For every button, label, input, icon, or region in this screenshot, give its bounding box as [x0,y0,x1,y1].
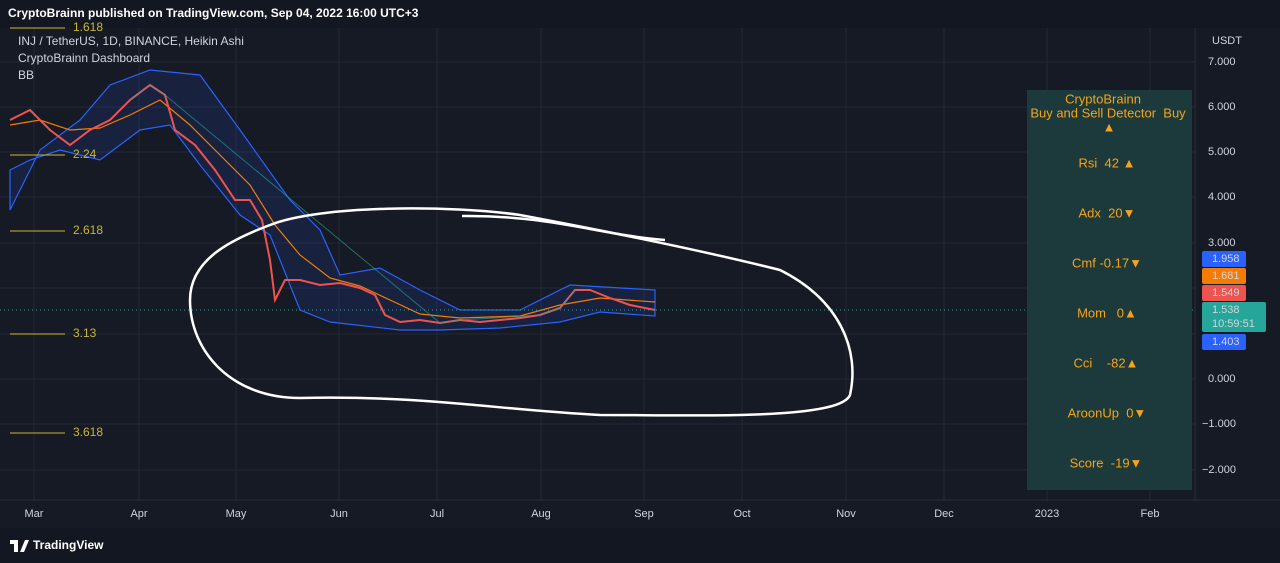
legend-symbol: INJ / TetherUS, 1D, BINANCE, Heikin Ashi [18,34,244,48]
fib-label: 1.618 [73,20,103,34]
header-bar [0,0,1280,28]
fib-label: 2.24 [73,147,97,161]
fib-label: 3.618 [73,425,103,439]
price-tick: 4.000 [1208,191,1236,203]
time-tick: Mar [25,508,44,520]
fib-label: 2.618 [73,223,103,237]
fib-label: 3.13 [73,326,97,340]
price-tick: 7.000 [1208,56,1236,68]
countdown-badge: 10:59:51 [1212,318,1255,330]
legend-overlay: BB [18,68,34,82]
time-tick: Jul [430,508,444,520]
badge-bg [1202,285,1246,301]
legend-indicator: CryptoBrainn Dashboard [18,51,150,65]
time-tick: Dec [934,508,954,520]
dashboard-subtitle: Buy and Sell Detector Buy [1030,105,1186,120]
price-badge: 1.681 [1212,270,1240,282]
price-tick: −2.000 [1202,464,1236,476]
dashboard-row: Cci -82▲ [1074,355,1139,370]
dashboard-row: AroonUp 0▼ [1068,405,1147,420]
price-badge: 1.549 [1212,287,1240,299]
price-tick: 6.000 [1208,101,1236,113]
dashboard-row: Mom 0▲ [1077,305,1137,320]
footer-bar [0,528,1280,563]
moving-average [9,99,656,319]
dashboard-row: Adx 20▼ [1079,205,1136,220]
time-tick: May [226,508,247,520]
time-tick: Sep [634,508,654,520]
badge-bg [1202,268,1246,284]
price-badge: 1.958 [1212,253,1240,265]
dashboard-row: Score -19▼ [1070,455,1143,470]
badge-bg [1202,251,1246,267]
time-tick: Oct [733,508,750,520]
time-axis: Mar Apr May Jun Jul Aug Sep Oct Nov Dec … [25,508,1160,520]
fib-lines [10,27,65,434]
price-axis-unit: USDT [1212,35,1242,47]
dashboard-title: CryptoBrainn [1065,91,1141,106]
time-tick: 2023 [1035,508,1059,520]
price-tick: 5.000 [1208,146,1236,158]
time-tick: Apr [130,508,147,520]
footer-brand: TradingView [33,538,104,552]
price-badge: 1.538 [1212,304,1240,316]
price-tick: −1.000 [1202,418,1236,430]
time-tick: Jun [330,508,348,520]
grid [0,28,1195,500]
badge-bg [1202,302,1266,332]
dashboard-row: Cmf -0.17▼ [1072,255,1142,270]
price-candles-up [129,84,576,324]
tradingview-logo [10,540,29,552]
header-title: CryptoBrainn published on TradingView.co… [8,6,419,20]
price-tick: 3.000 [1208,237,1236,249]
dashboard-row: Rsi 42 ▲ [1079,155,1136,170]
price-tick: 0.000 [1208,373,1236,385]
dashboard-panel [1027,90,1192,490]
time-tick: Nov [836,508,856,520]
hand-drawn-ellipse [188,207,854,417]
time-tick: Aug [531,508,551,520]
badge-bg [1202,334,1246,350]
bollinger-bands [9,69,656,331]
price-badge: 1.403 [1212,336,1240,348]
dashboard-signal: ▲ [1103,119,1116,134]
hand-drawn-stroke [461,214,666,242]
fib-labels: 1.618 2.24 2.618 3.13 3.618 [73,20,103,439]
time-tick: Feb [1141,508,1160,520]
